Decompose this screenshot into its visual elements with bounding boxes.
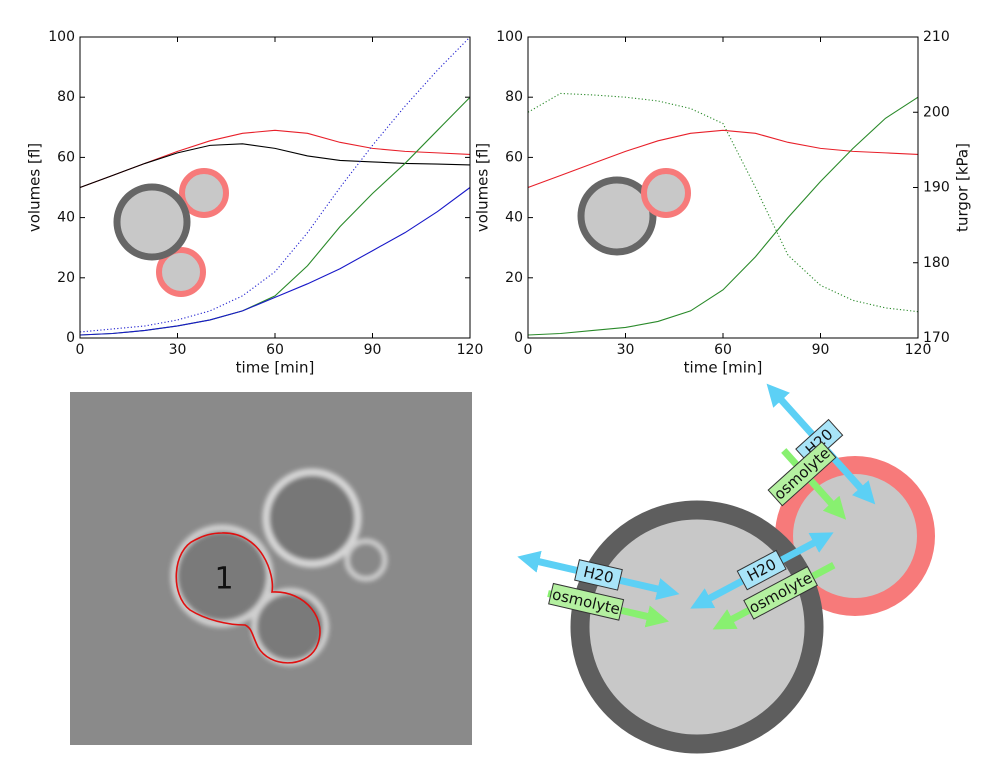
y-tick-label: 40	[57, 210, 75, 226]
y-tick-label: 60	[505, 149, 523, 165]
y2-tick-label: 210	[923, 29, 950, 45]
cell	[170, 524, 274, 628]
x-tick-label: 30	[169, 342, 187, 358]
series-line	[527, 129, 919, 189]
label-box	[743, 566, 818, 620]
y2-axis-label: turgor [kPa]	[954, 143, 972, 232]
label-box	[736, 549, 787, 591]
y-tick-label: 20	[57, 270, 75, 286]
label-box	[767, 441, 837, 507]
cell	[262, 468, 362, 568]
series-line	[527, 96, 919, 336]
x-tick-label: 30	[617, 342, 635, 358]
cell-outline	[175, 532, 321, 664]
y-tick-label: 100	[48, 29, 75, 45]
x-axis-label: time [min]	[684, 359, 763, 377]
x-tick-label: 120	[905, 342, 932, 358]
chart: 0 30 60 90 120 0 20 40 60 80 100 170 180 190 200 210 tim…	[474, 29, 972, 377]
y-axis-label: volumes [fl]	[474, 143, 492, 232]
daughter-cell	[641, 168, 691, 218]
y2-tick-label: 190	[923, 180, 950, 196]
x-tick-label: 120	[457, 342, 484, 358]
y2-tick-label: 170	[923, 330, 950, 346]
chart: 0 30 60 90 120 0 20 40 60 80 100 time [min] volumes …	[26, 29, 484, 377]
series-line	[79, 187, 471, 336]
mother-cell	[577, 176, 657, 256]
series-line	[527, 92, 919, 313]
micrograph: 1	[70, 392, 472, 745]
y-tick-label: 20	[505, 270, 523, 286]
plot-area	[528, 37, 918, 338]
cell	[344, 538, 388, 582]
daughter-cell	[156, 247, 206, 297]
osmosis-diagram: H20 osmolyte H20 osmolyte H20 osmolyte	[517, 383, 935, 754]
y-axis-label: volumes [fl]	[26, 143, 44, 232]
label-box	[574, 559, 623, 591]
y-tick-label: 40	[505, 210, 523, 226]
x-tick-label: 60	[266, 342, 284, 358]
x-tick-label: 90	[812, 342, 830, 358]
cell-label: 1	[214, 562, 233, 597]
y2-tick-label: 200	[923, 104, 950, 120]
x-tick-label: 0	[524, 342, 533, 358]
y-tick-label: 80	[505, 89, 523, 105]
inset-cells	[113, 168, 691, 297]
x-tick-label: 60	[714, 342, 732, 358]
y-tick-label: 80	[57, 89, 75, 105]
y2-tick-label: 180	[923, 255, 950, 271]
label-box	[548, 582, 625, 621]
x-tick-label: 90	[364, 342, 382, 358]
daughter-cell	[179, 168, 229, 218]
x-axis-label: time [min]	[236, 359, 315, 377]
y-tick-label: 60	[57, 149, 75, 165]
y-tick-label: 0	[514, 330, 523, 346]
cell	[251, 588, 329, 666]
osmolyte-arrow	[781, 448, 847, 520]
y-tick-label: 0	[66, 330, 75, 346]
mother-cell	[113, 183, 191, 261]
y-tick-label: 100	[496, 29, 523, 45]
x-tick-label: 0	[76, 342, 85, 358]
mother-cell	[570, 500, 824, 754]
plot-frame	[79, 36, 471, 339]
plot-frame	[527, 36, 919, 339]
series-line	[79, 36, 471, 333]
